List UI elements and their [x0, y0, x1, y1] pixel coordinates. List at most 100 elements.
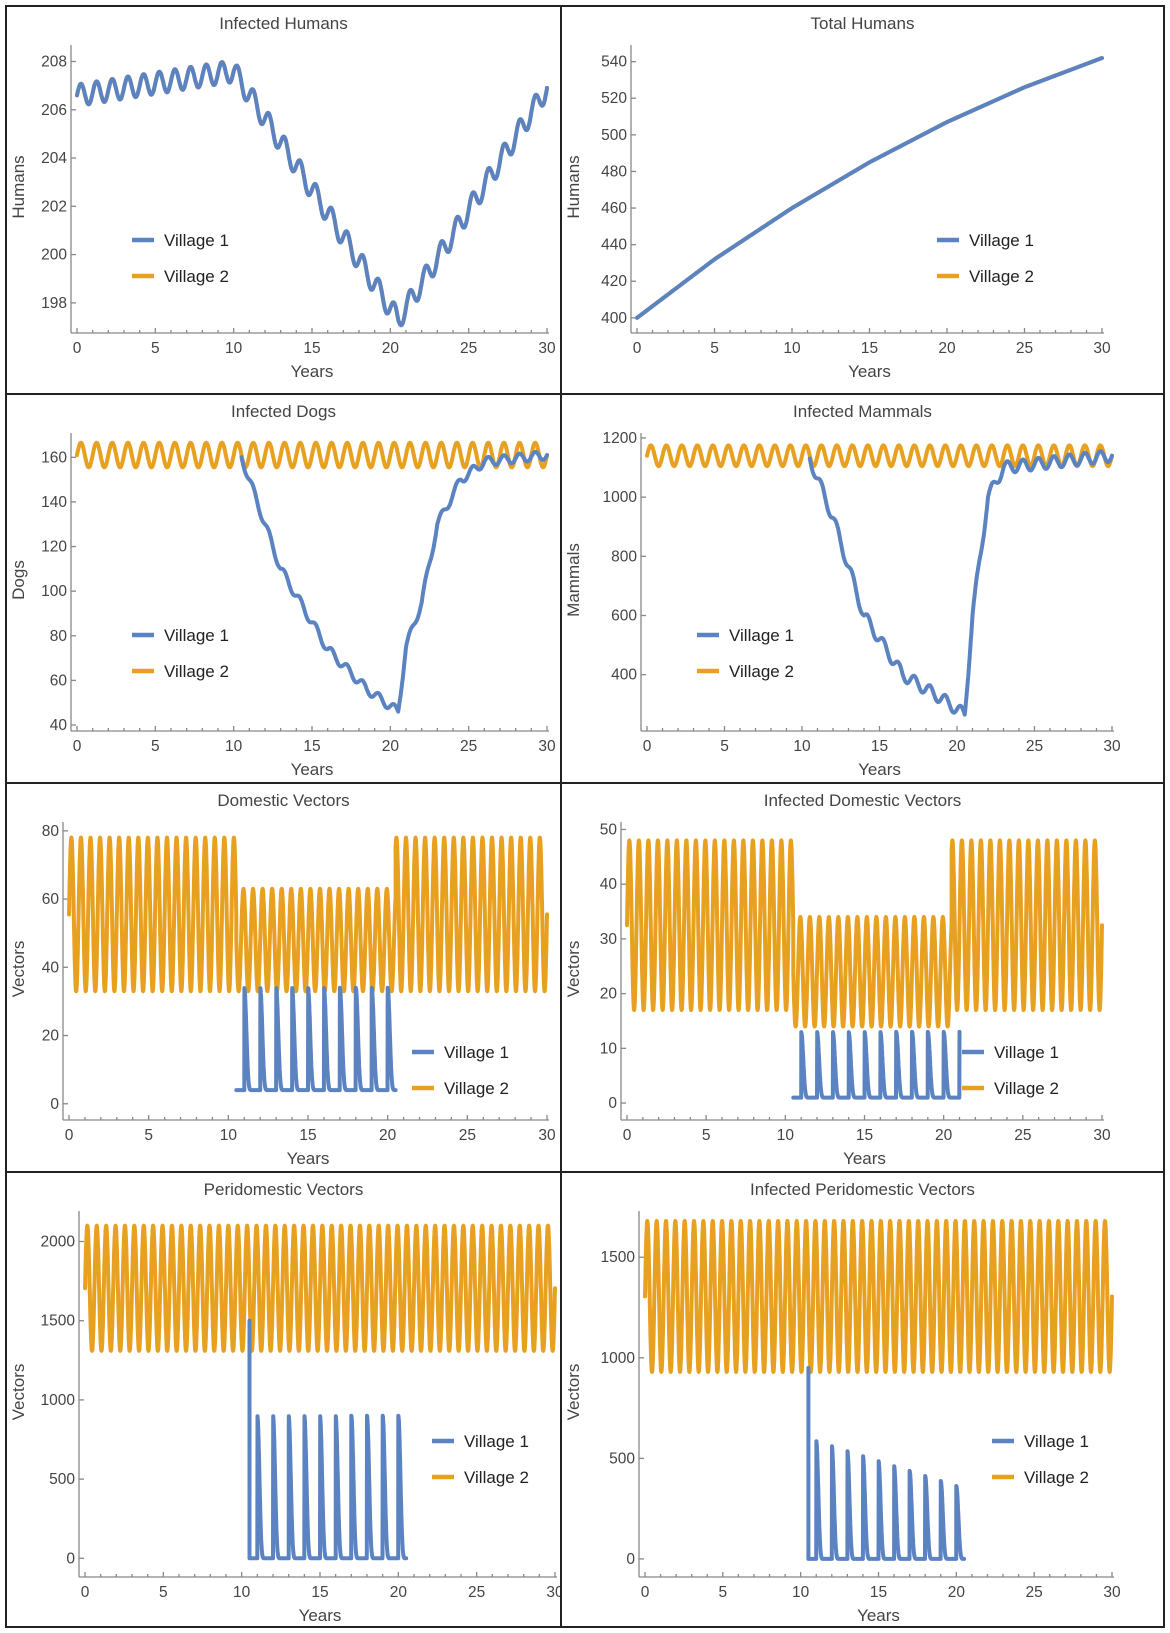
panel-total-humans: Total Humans 0 5 10 15 20 25 30 400 420 440 460 480 5…	[561, 6, 1164, 394]
x-tick-label: 25	[460, 738, 477, 755]
y-tick-label: 160	[41, 449, 67, 466]
x-tick-label: 30	[1103, 738, 1121, 755]
y-axis-label: Vectors	[564, 1364, 583, 1421]
y-tick-label: 500	[609, 1450, 635, 1467]
y-tick-label: 60	[42, 891, 60, 908]
x-axis-label: Years	[291, 362, 334, 381]
x-tick-label: 30	[538, 340, 556, 357]
panel-infected-humans: Infected Humans 0 5 10 15 20 25 30 198 200 202 204 2…	[6, 6, 561, 394]
legend-label-village-1: Village 1	[444, 1043, 509, 1062]
x-tick-label: 15	[311, 1584, 328, 1601]
y-tick-label: 40	[50, 717, 68, 734]
legend-label-village-1: Village 1	[969, 231, 1034, 250]
series-line-village-1	[239, 449, 549, 714]
x-tick-label: 10	[792, 1584, 810, 1601]
series-line-village-1	[791, 1029, 962, 1100]
y-tick-label: 10	[600, 1040, 618, 1057]
x-tick-label: 0	[643, 738, 652, 755]
x-tick-label: 20	[948, 738, 966, 755]
x-tick-label: 15	[303, 738, 320, 755]
series-line-village-2	[625, 838, 1104, 1029]
y-tick-label: 460	[601, 200, 627, 217]
legend-label-village-1: Village 1	[729, 626, 794, 645]
x-tick-label: 25	[1026, 738, 1043, 755]
y-tick-label: 140	[41, 494, 67, 511]
y-tick-label: 400	[611, 667, 637, 684]
y-axis-label: Humans	[564, 155, 583, 218]
x-tick-label: 0	[633, 340, 642, 357]
chart-infected-domestic-vectors: Infected Domestic Vectors 0 5 10 15 20 25 30 0 10…	[564, 791, 1111, 1168]
chart-infected-mammals: Infected Mammals 0 5 10 15 20 25 30 400 600 800 100…	[564, 402, 1121, 779]
x-tick-label: 0	[73, 340, 82, 357]
legend-label-village-2: Village 2	[1024, 1468, 1089, 1487]
legend-label-village-2: Village 2	[464, 1468, 529, 1487]
y-tick-label: 800	[611, 548, 637, 565]
y-tick-label: 480	[601, 163, 627, 180]
y-axis-label: Vectors	[9, 941, 28, 998]
x-tick-label: 20	[390, 1584, 408, 1601]
series-line-village-1	[635, 56, 1104, 320]
x-tick-label: 15	[871, 738, 888, 755]
x-axis-label: Years	[848, 362, 891, 381]
x-tick-label: 20	[382, 340, 400, 357]
chart-title: Infected Dogs	[231, 402, 336, 421]
x-tick-label: 30	[1093, 1127, 1111, 1144]
panel-infected-peridomestic-vectors: Infected Peridomestic Vectors 0 5 10 15 20 25 3…	[561, 1172, 1164, 1627]
legend-label-village-2: Village 2	[164, 662, 229, 681]
chart-domestic-vectors: Domestic Vectors 0 5 10 15 20 25 30 0 20 40 60 80 Yea…	[9, 791, 556, 1168]
y-tick-label: 1000	[601, 1350, 636, 1367]
legend-label-village-1: Village 1	[464, 1432, 529, 1451]
legend-label-village-2: Village 2	[729, 662, 794, 681]
series-line-village-2	[75, 440, 549, 470]
x-tick-label: 15	[861, 340, 878, 357]
chart-title: Total Humans	[811, 14, 915, 33]
legend-label-village-2: Village 2	[969, 267, 1034, 286]
x-tick-label: 5	[710, 340, 719, 357]
x-tick-label: 30	[538, 1127, 556, 1144]
panel-infected-mammals: Infected Mammals 0 5 10 15 20 25 30 400 600 800 100…	[561, 394, 1164, 783]
y-tick-label: 40	[600, 876, 618, 893]
x-tick-label: 5	[719, 1584, 728, 1601]
y-tick-label: 520	[601, 90, 627, 107]
x-tick-label: 30	[1093, 340, 1111, 357]
y-tick-label: 600	[611, 608, 637, 625]
x-tick-label: 5	[144, 1127, 153, 1144]
x-tick-label: 5	[159, 1584, 168, 1601]
chart-title: Infected Domestic Vectors	[764, 791, 961, 810]
y-tick-label: 1200	[603, 430, 638, 447]
chart-title: Infected Humans	[219, 14, 348, 33]
legend-label-village-1: Village 1	[164, 626, 229, 645]
x-tick-label: 10	[220, 1127, 238, 1144]
series-line-village-2	[645, 443, 1114, 469]
x-tick-label: 0	[65, 1127, 74, 1144]
figure: Infected Humans 0 5 10 15 20 25 30 198 200 202 204 2…	[5, 5, 1165, 1628]
x-tick-label: 15	[303, 340, 320, 357]
y-tick-label: 20	[600, 986, 618, 1003]
legend-label-village-1: Village 1	[994, 1043, 1059, 1062]
legend-label-village-2: Village 2	[444, 1079, 509, 1098]
x-tick-label: 10	[225, 738, 243, 755]
x-tick-label: 10	[783, 340, 801, 357]
x-axis-label: Years	[843, 1149, 886, 1168]
y-tick-label: 198	[41, 295, 67, 312]
chart-total-humans: Total Humans 0 5 10 15 20 25 30 400 420 440 460 480 5…	[564, 14, 1111, 381]
y-tick-label: 0	[66, 1550, 75, 1567]
x-tick-label: 5	[720, 738, 729, 755]
y-tick-label: 2000	[41, 1234, 76, 1251]
legend-label-village-1: Village 1	[1024, 1432, 1089, 1451]
x-tick-label: 0	[73, 738, 82, 755]
x-tick-label: 0	[641, 1584, 650, 1601]
y-axis-label: Vectors	[9, 1364, 28, 1421]
series-line-village-1	[75, 60, 549, 328]
x-tick-label: 10	[233, 1584, 251, 1601]
y-tick-label: 206	[41, 102, 67, 119]
x-tick-label: 15	[856, 1127, 873, 1144]
x-tick-label: 25	[1014, 1127, 1031, 1144]
y-tick-label: 50	[600, 821, 618, 838]
x-tick-label: 20	[379, 1127, 397, 1144]
y-tick-label: 204	[41, 150, 67, 167]
y-tick-label: 1000	[41, 1392, 76, 1409]
y-tick-label: 30	[600, 931, 618, 948]
chart-title: Domestic Vectors	[217, 791, 349, 810]
x-tick-label: 0	[81, 1584, 90, 1601]
